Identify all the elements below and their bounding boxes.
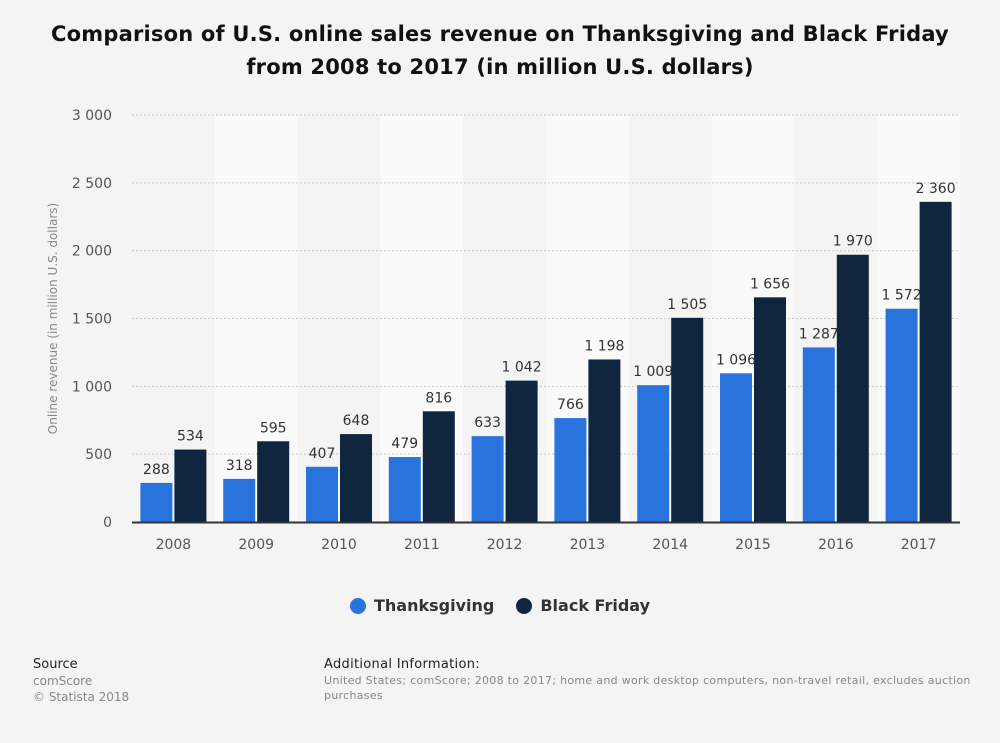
bar-black-friday	[588, 359, 621, 522]
source-name: comScore	[33, 674, 93, 688]
y-tick-label: 500	[85, 447, 112, 463]
data-label-thanksgiving: 1 009	[633, 364, 673, 380]
bar-black-friday	[174, 449, 207, 522]
bar-black-friday	[754, 297, 786, 522]
data-label-black-friday: 1 505	[667, 297, 707, 313]
data-label-thanksgiving: 766	[557, 397, 584, 413]
y-tick-label: 3 000	[72, 108, 112, 124]
data-label-black-friday: 1 970	[833, 234, 873, 250]
data-label-thanksgiving: 1 096	[716, 352, 756, 368]
bar-thanksgiving	[388, 457, 421, 522]
data-label-black-friday: 816	[425, 390, 452, 406]
bar-thanksgiving	[223, 478, 256, 522]
x-tick-label: 2016	[818, 537, 854, 553]
x-tick-label: 2008	[156, 537, 192, 553]
data-label-thanksgiving: 318	[226, 458, 253, 474]
bar-black-friday	[671, 317, 704, 522]
y-tick-label: 2 000	[72, 244, 112, 260]
bar-black-friday	[836, 254, 869, 522]
bar-thanksgiving	[802, 347, 835, 522]
additional-info-block: Additional Information: United States; c…	[324, 657, 1000, 703]
y-tick-label: 0	[103, 515, 112, 531]
bar-thanksgiving	[471, 436, 504, 522]
bar-thanksgiving	[885, 308, 918, 522]
bar-thanksgiving	[637, 385, 670, 522]
legend-label-thanksgiving: Thanksgiving	[374, 596, 495, 615]
source-heading: Source	[33, 657, 78, 672]
bar-black-friday	[919, 201, 952, 522]
x-tick-label: 2012	[487, 537, 523, 553]
additional-info-text: United States; comScore; 2008 to 2017; h…	[324, 674, 971, 702]
source-copyright: © Statista 2018	[33, 690, 130, 704]
x-tick-label: 2017	[901, 537, 937, 553]
data-label-thanksgiving: 1 572	[882, 288, 922, 304]
y-tick-label: 2 500	[72, 176, 112, 192]
data-label-black-friday: 1 198	[584, 338, 624, 354]
data-label-black-friday: 648	[343, 413, 370, 429]
legend-item-black-friday[interactable]: Black Friday	[516, 596, 650, 615]
bar-chart: 0 500 1 000 1 500 2 000 2 500 3 000 Online reve…	[46, 108, 960, 553]
x-tick-label: 2010	[321, 537, 357, 553]
bar-black-friday	[422, 411, 455, 522]
x-tick-label: 2009	[238, 537, 274, 553]
chart-title: Comparison of U.S. online sales revenue …	[51, 22, 949, 79]
x-tick-label: 2013	[570, 537, 606, 553]
data-label-thanksgiving: 288	[143, 462, 170, 478]
data-label-thanksgiving: 633	[474, 415, 501, 431]
additional-info-heading: Additional Information:	[324, 657, 480, 672]
legend-swatch-black-friday	[516, 597, 533, 614]
data-label-black-friday: 595	[260, 420, 287, 436]
bar-thanksgiving	[306, 466, 338, 522]
bar-black-friday	[340, 434, 372, 522]
data-label-black-friday: 534	[177, 429, 204, 445]
data-label-black-friday: 1 042	[502, 360, 542, 376]
legend-label-black-friday: Black Friday	[540, 596, 650, 615]
source-block: Source comScore © Statista 2018	[33, 657, 129, 705]
data-label-black-friday: 1 656	[750, 276, 790, 292]
y-tick-label: 1 000	[72, 379, 112, 395]
bar-black-friday	[505, 380, 538, 522]
y-axis-title: Online revenue (in million U.S. dollars)	[46, 203, 60, 434]
legend-item-thanksgiving[interactable]: Thanksgiving	[350, 596, 494, 615]
data-label-thanksgiving: 407	[309, 446, 336, 462]
x-tick-label: 2011	[404, 537, 440, 553]
x-tick-label: 2014	[652, 537, 688, 553]
legend: Thanksgiving Black Friday	[0, 596, 1000, 615]
x-tick-label: 2015	[735, 537, 771, 553]
legend-swatch-thanksgiving	[350, 597, 366, 614]
bar-black-friday	[257, 441, 290, 522]
bar-thanksgiving	[140, 482, 173, 522]
data-label-thanksgiving: 1 287	[799, 326, 839, 342]
bar-thanksgiving	[554, 418, 587, 522]
data-label-black-friday: 2 360	[916, 181, 956, 197]
data-label-thanksgiving: 479	[391, 436, 418, 452]
bar-thanksgiving	[720, 373, 752, 522]
y-tick-label: 1 500	[72, 312, 112, 328]
